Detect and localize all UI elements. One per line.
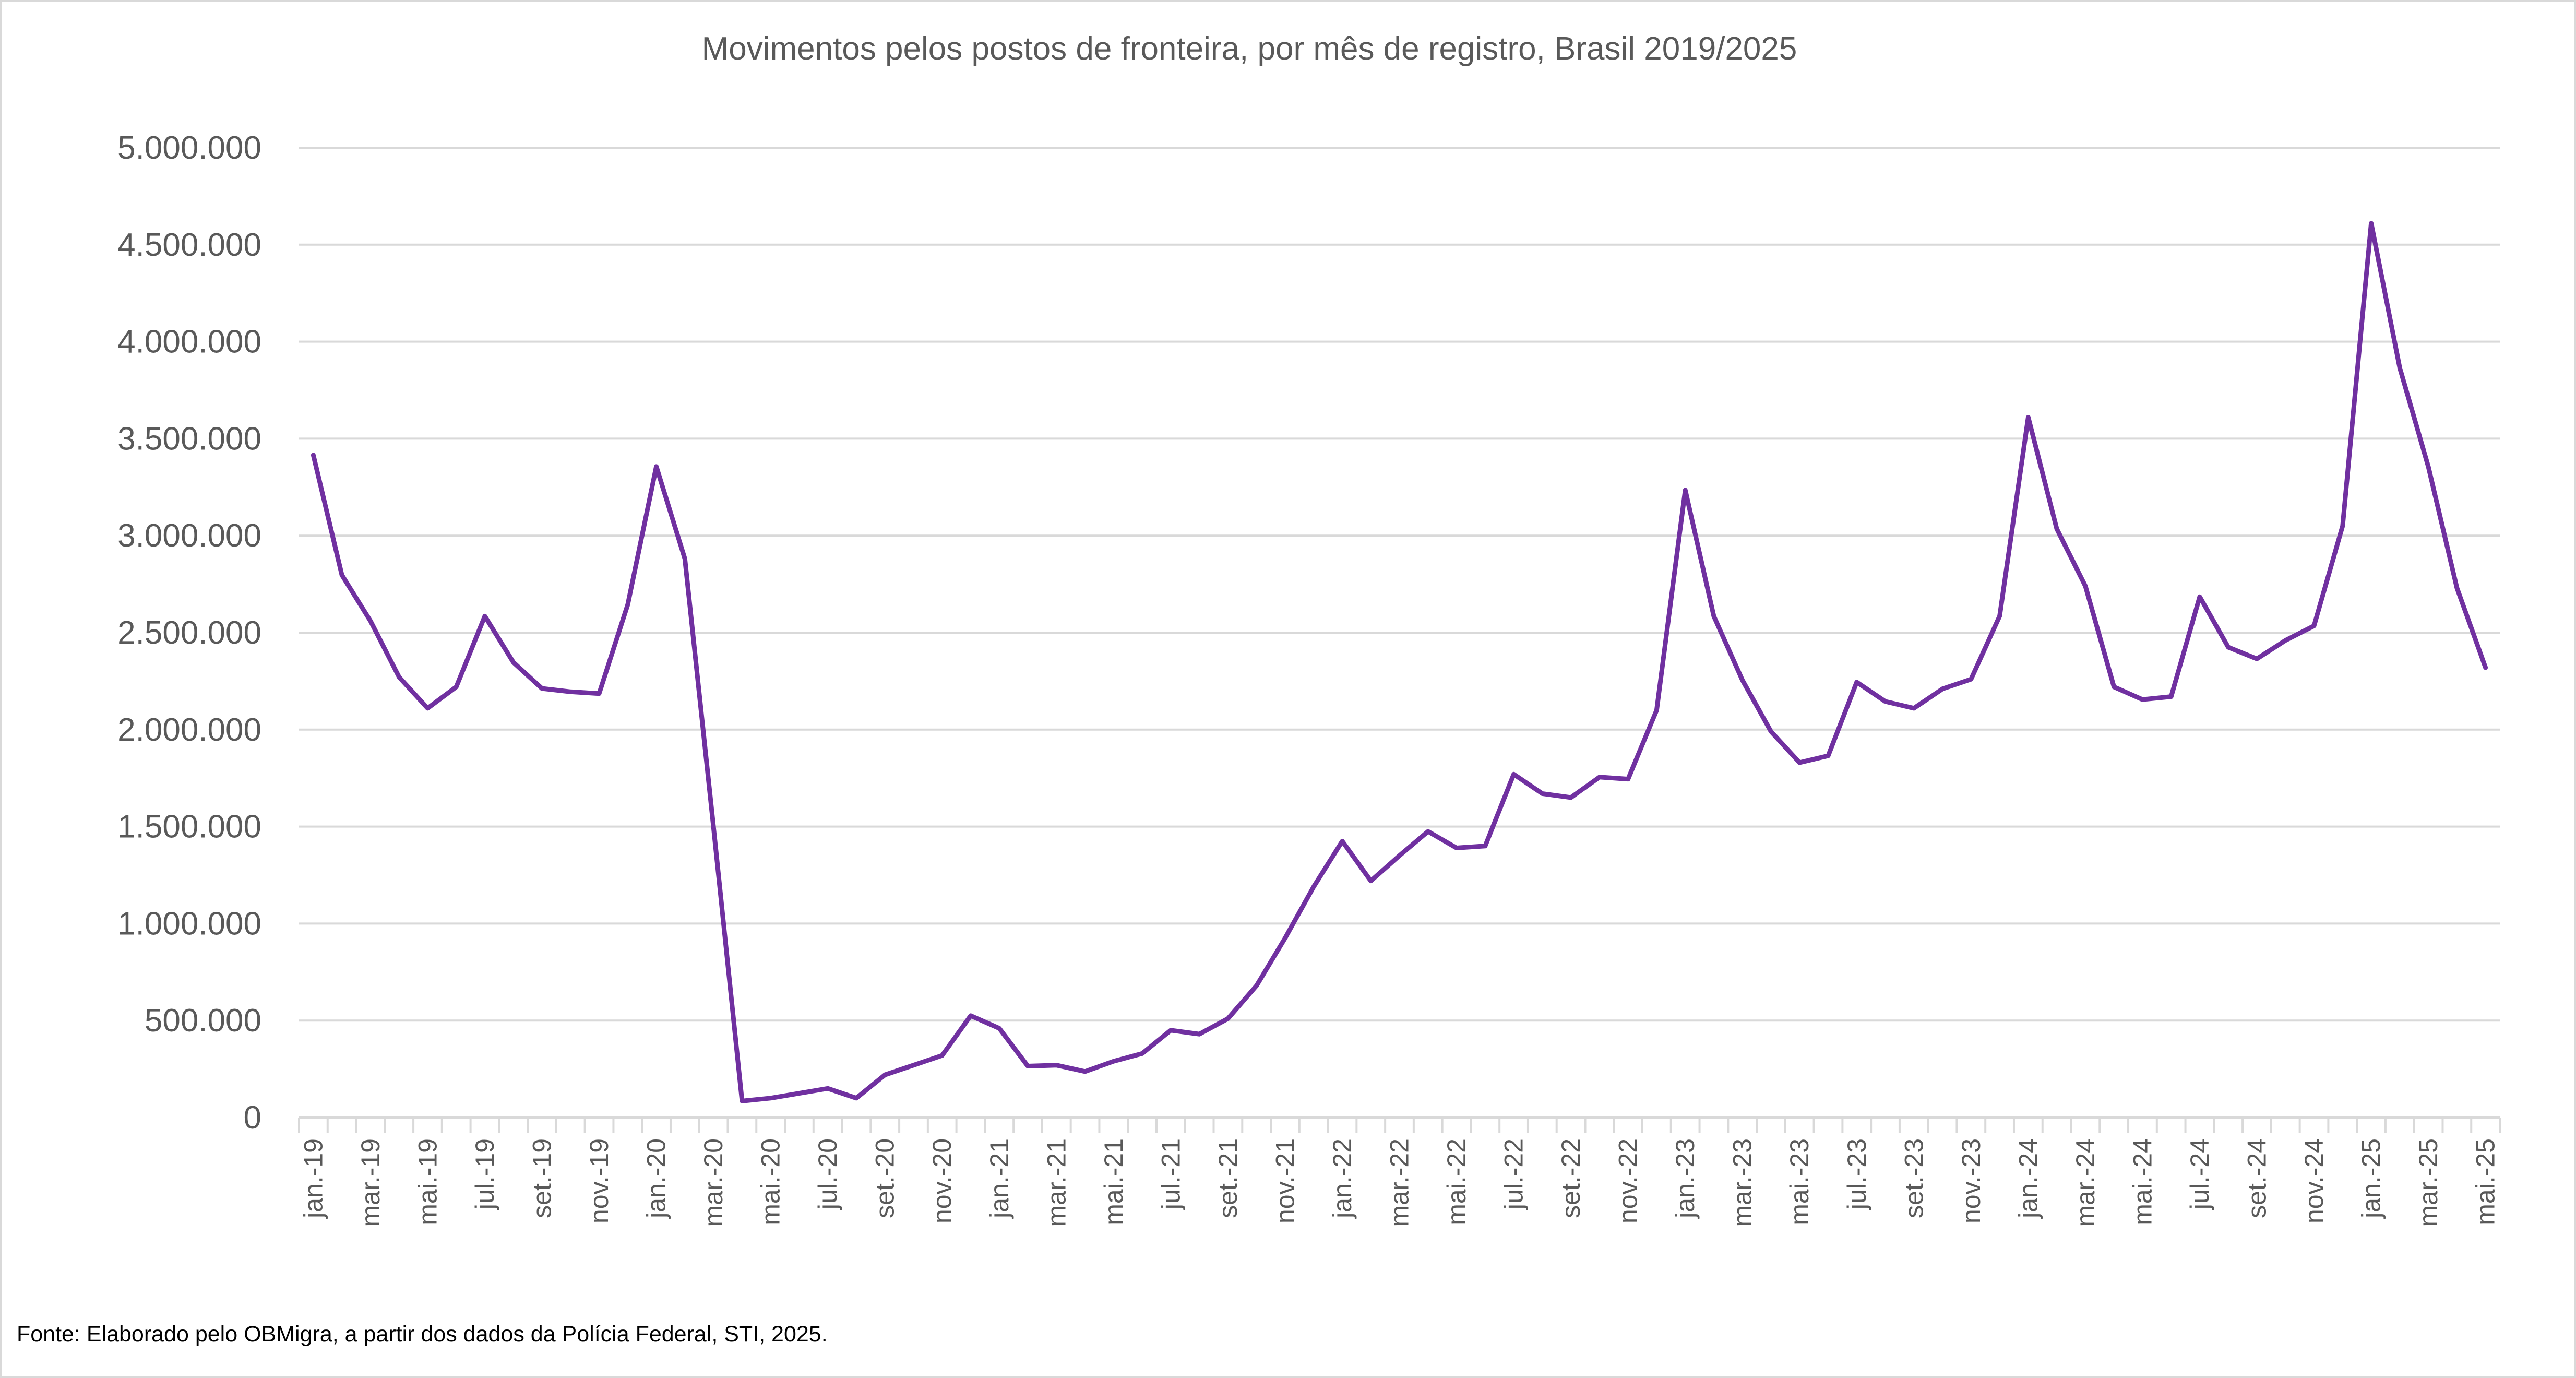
y-tick-label: 3.500.000 [117, 421, 261, 457]
x-tick-label: jan.-24 [2013, 1138, 2043, 1219]
x-tick-label: set.-21 [1213, 1138, 1243, 1218]
x-tick-label: mai.-24 [2128, 1138, 2157, 1226]
y-tick-label: 4.000.000 [117, 324, 261, 360]
x-tick-label: set.-23 [1899, 1138, 1928, 1218]
x-tick-label: mai.-20 [756, 1138, 785, 1226]
chart-title: Movimentos pelos postos de fronteira, po… [702, 31, 1797, 67]
x-tick-label: mar.-20 [699, 1138, 728, 1227]
x-tick-label: jul.-23 [1842, 1138, 1871, 1210]
x-tick-label: nov.-20 [927, 1138, 957, 1223]
x-tick-label: jul.-20 [813, 1138, 842, 1210]
y-tick-label: 1.500.000 [117, 809, 261, 845]
y-tick-label: 4.500.000 [117, 227, 261, 263]
x-tick-label: mar.-23 [1728, 1138, 1757, 1227]
x-tick-label: nov.-23 [1957, 1138, 1986, 1223]
x-tick-label: jan.-23 [1671, 1138, 1700, 1219]
gridlines [299, 147, 2500, 1119]
x-tick-label: mai.-19 [413, 1138, 442, 1226]
x-tick-label: jul.-21 [1156, 1138, 1185, 1210]
x-tick-label: jan.-25 [2357, 1138, 2386, 1219]
x-tick-label: jan.-19 [299, 1138, 328, 1219]
x-tick-label: mar.-19 [356, 1138, 385, 1227]
series-line [311, 221, 2488, 1103]
series [311, 221, 2488, 1103]
y-tick-label: 500.000 [145, 1003, 261, 1039]
y-tick-label: 2.500.000 [117, 615, 261, 651]
x-tick-label: jul.-19 [470, 1138, 499, 1210]
x-axis: jan.-19 mar.-19 mai.-19 jul.-19 set.-19 nov.-… [298, 1118, 2501, 1227]
x-tick-label: nov.-19 [585, 1138, 614, 1223]
y-tick-label: 3.000.000 [117, 518, 261, 554]
x-tick-label: set.-24 [2242, 1138, 2271, 1218]
x-tick-label: set.-19 [528, 1138, 557, 1218]
y-tick-label: 2.000.000 [117, 712, 261, 748]
source-footer: Fonte: Elaborado pelo OBMigra, a partir … [17, 1322, 828, 1347]
x-tick-label: mar.-21 [1042, 1138, 1071, 1227]
x-tick-label: jul.-22 [1499, 1138, 1529, 1210]
y-tick-label: 0 [244, 1100, 261, 1136]
x-tick-label: jan.-22 [1328, 1138, 1357, 1219]
x-tick-label: jan.-21 [985, 1138, 1014, 1219]
y-tick-label: 1.000.000 [117, 906, 261, 942]
x-tick-label: nov.-24 [2299, 1138, 2329, 1223]
x-tick-label: nov.-21 [1270, 1138, 1299, 1223]
x-tick-label: mai.-23 [1785, 1138, 1814, 1226]
x-tick-label: jan.-20 [642, 1138, 671, 1219]
x-tick-label: mai.-21 [1099, 1138, 1128, 1226]
x-tick-label: set.-22 [1556, 1138, 1585, 1218]
x-tick-label: nov.-22 [1614, 1138, 1643, 1223]
x-tick-label: mar.-22 [1385, 1138, 1414, 1227]
x-tick-label: mai.-22 [1442, 1138, 1471, 1226]
x-tick-label: mai.-25 [2471, 1138, 2500, 1226]
x-tick-label: set.-20 [870, 1138, 900, 1218]
x-tick-label: jul.-24 [2185, 1138, 2214, 1210]
x-tick-label: mar.-25 [2414, 1138, 2443, 1227]
y-axis: 0 500.000 1.000.000 1.500.000 2.000.000 2.500… [117, 130, 261, 1136]
x-tick-label: mar.-24 [2071, 1138, 2100, 1227]
y-tick-label: 5.000.000 [117, 130, 261, 166]
